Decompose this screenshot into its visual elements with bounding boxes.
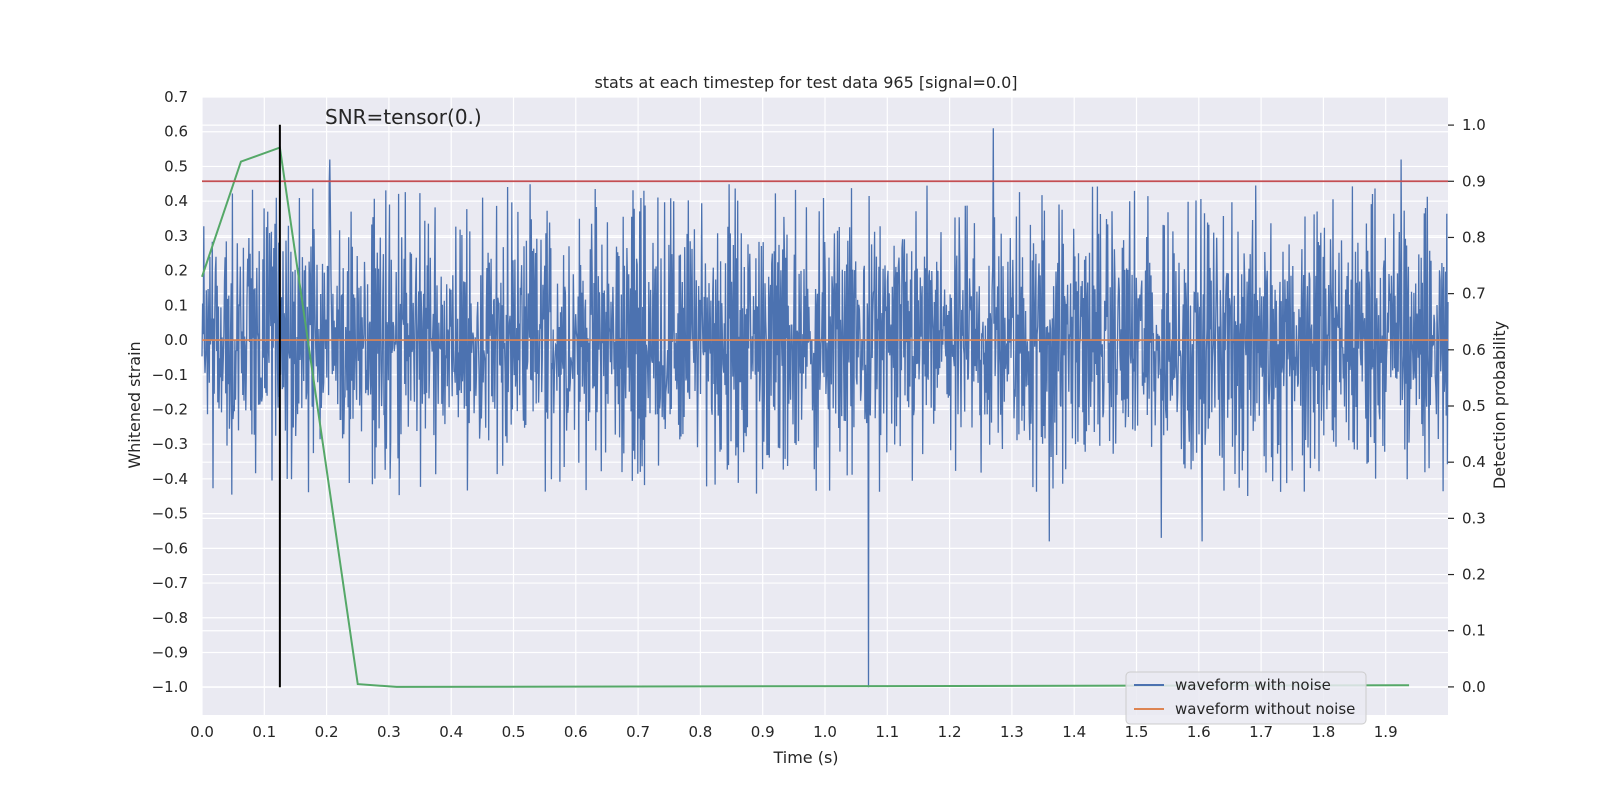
y-right-tick-label: 0.7 xyxy=(1462,285,1486,303)
y-left-tick-label: 0.4 xyxy=(164,192,188,210)
y-left-tick-label: 0.0 xyxy=(164,331,188,349)
x-tick-label: 1.9 xyxy=(1374,723,1398,741)
y-left-tick-label: −0.5 xyxy=(152,505,188,523)
y-right-tick-label: 0.1 xyxy=(1462,622,1486,640)
y-right-tick-label: 0.5 xyxy=(1462,397,1486,415)
y-right-tick-label: 0.8 xyxy=(1462,228,1486,246)
x-axis-ticks: 0.0 0.1 0.2 0.3 0.4 0.5 0.6 0.7 0.8 0.9 1.0 1.1 1.2 1… xyxy=(190,723,1398,741)
y-left-tick-label: −0.3 xyxy=(152,435,188,453)
x-tick-label: 1.4 xyxy=(1062,723,1086,741)
x-tick-label: 0.1 xyxy=(252,723,276,741)
y-left-tick-label: −0.2 xyxy=(152,400,188,418)
y-left-tick-label: 0.1 xyxy=(164,296,188,314)
x-tick-label: 0.7 xyxy=(626,723,650,741)
y-left-tick-label: 0.3 xyxy=(164,227,188,245)
x-tick-label: 1.3 xyxy=(1000,723,1024,741)
legend-label-waveform-without-noise: waveform without noise xyxy=(1175,700,1355,718)
x-tick-label: 1.7 xyxy=(1249,723,1273,741)
y-left-axis-ticks: 0.7 0.6 0.5 0.4 0.3 0.2 0.1 0.0 −0.1 −0.2 −0.3 −0.4… xyxy=(152,88,188,696)
y-right-tick-label: 0.3 xyxy=(1462,509,1486,527)
legend-label-waveform-with-noise: waveform with noise xyxy=(1175,676,1331,694)
x-tick-label: 0.6 xyxy=(564,723,588,741)
y-left-tick-label: −0.8 xyxy=(152,609,188,627)
x-tick-label: 0.8 xyxy=(688,723,712,741)
x-tick-label: 1.6 xyxy=(1187,723,1211,741)
y-right-tick-label: 0.0 xyxy=(1462,678,1486,696)
chart-title: stats at each timestep for test data 965… xyxy=(594,73,1017,92)
y-left-tick-label: −0.9 xyxy=(152,644,188,662)
y-left-tick-label: −0.7 xyxy=(152,574,188,592)
x-tick-label: 0.3 xyxy=(377,723,401,741)
x-tick-label: 1.2 xyxy=(938,723,962,741)
y-left-axis-label: Whitened strain xyxy=(125,341,144,468)
grid xyxy=(201,96,1448,715)
y-right-tick-label: 0.2 xyxy=(1462,566,1486,584)
y-right-tick-label: 1.0 xyxy=(1462,116,1486,134)
y-left-tick-label: 0.5 xyxy=(164,157,188,175)
x-tick-label: 0.4 xyxy=(439,723,463,741)
x-tick-label: 0.0 xyxy=(190,723,214,741)
snr-annotation: SNR=tensor(0.) xyxy=(325,105,482,129)
y-left-tick-label: 0.7 xyxy=(164,88,188,106)
x-tick-label: 1.1 xyxy=(875,723,899,741)
y-left-tick-label: −0.6 xyxy=(152,539,188,557)
y-left-tick-label: −0.1 xyxy=(152,366,188,384)
y-right-axis-ticks: 1.0 0.9 0.8 0.7 0.6 0.5 0.4 0.3 0.2 0.1 0.0 xyxy=(1448,116,1486,696)
y-left-tick-label: −0.4 xyxy=(152,470,188,488)
y-left-tick-label: 0.6 xyxy=(164,123,188,141)
y-right-axis-label: Detection probability xyxy=(1490,321,1509,489)
y-right-tick-label: 0.4 xyxy=(1462,453,1486,471)
x-tick-label: 0.5 xyxy=(502,723,526,741)
legend-box xyxy=(1125,671,1367,725)
y-right-tick-label: 0.6 xyxy=(1462,341,1486,359)
y-left-tick-label: 0.2 xyxy=(164,262,188,280)
reference-lines xyxy=(202,124,1448,688)
x-axis-label: Time (s) xyxy=(772,748,838,767)
y-right-tick-label: 0.9 xyxy=(1462,172,1486,190)
x-tick-label: 0.2 xyxy=(315,723,339,741)
x-tick-label: 1.0 xyxy=(813,723,837,741)
x-tick-label: 1.5 xyxy=(1125,723,1149,741)
x-tick-label: 0.9 xyxy=(751,723,775,741)
x-tick-label: 1.8 xyxy=(1311,723,1335,741)
y-left-tick-label: −1.0 xyxy=(152,678,188,696)
legend: waveform with noise waveform without noi… xyxy=(1125,671,1367,725)
